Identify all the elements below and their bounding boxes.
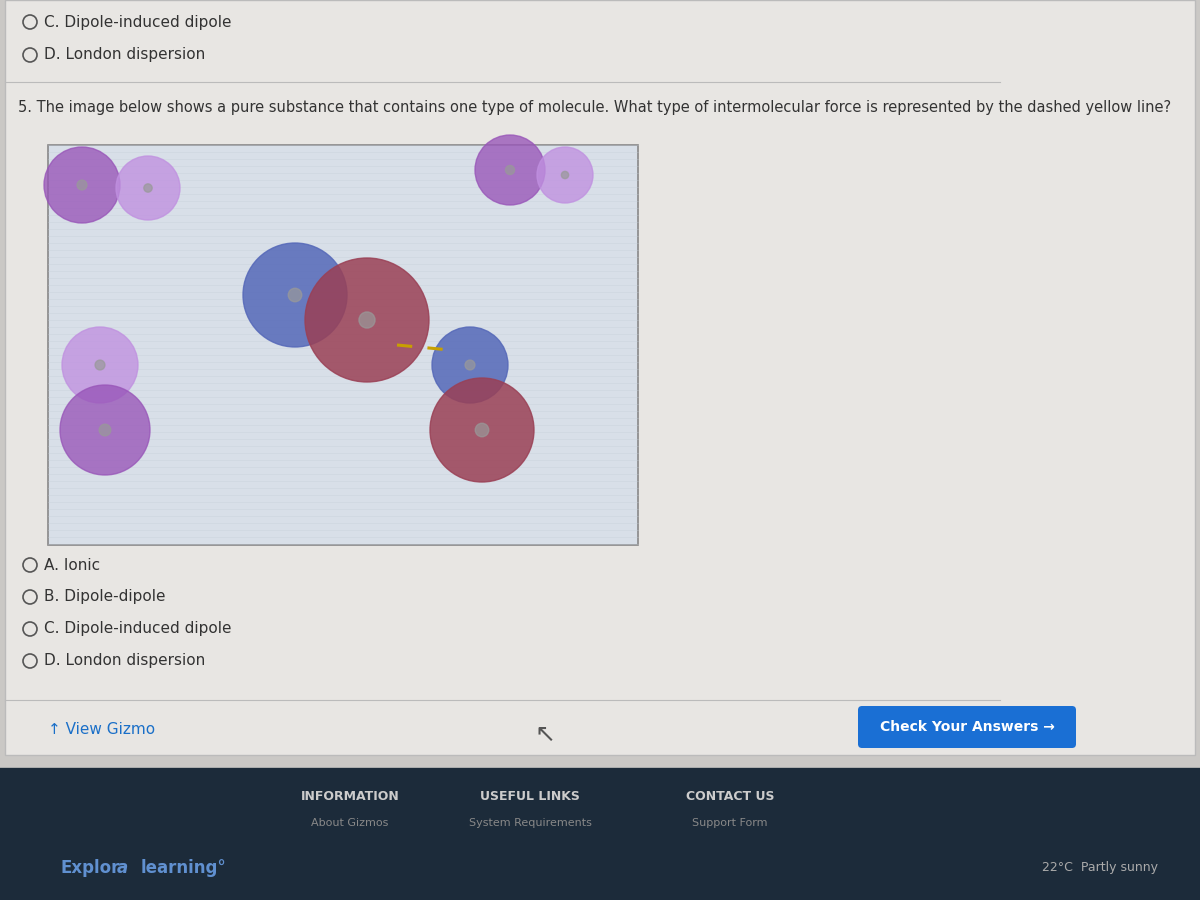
FancyBboxPatch shape (0, 768, 1200, 900)
Circle shape (305, 258, 430, 382)
Circle shape (242, 243, 347, 347)
Circle shape (60, 385, 150, 475)
Circle shape (144, 184, 152, 193)
Text: a: a (116, 859, 127, 877)
Circle shape (116, 156, 180, 220)
Text: 5. The image below shows a pure substance that contains one type of molecule. Wh: 5. The image below shows a pure substanc… (18, 100, 1171, 115)
Circle shape (77, 180, 86, 190)
Text: C. Dipole-induced dipole: C. Dipole-induced dipole (44, 14, 232, 30)
FancyBboxPatch shape (5, 0, 1195, 755)
Circle shape (538, 147, 593, 203)
Circle shape (62, 327, 138, 403)
Text: 22°C  Partly sunny: 22°C Partly sunny (1042, 861, 1158, 875)
Circle shape (288, 288, 301, 302)
FancyBboxPatch shape (48, 145, 638, 545)
Circle shape (562, 171, 569, 178)
Text: C. Dipole-induced dipole: C. Dipole-induced dipole (44, 622, 232, 636)
Circle shape (466, 360, 475, 370)
Text: Explor: Explor (60, 859, 120, 877)
Circle shape (432, 327, 508, 403)
Text: ↑ View Gizmo: ↑ View Gizmo (48, 723, 155, 737)
Text: USEFUL LINKS: USEFUL LINKS (480, 789, 580, 803)
Circle shape (359, 312, 376, 328)
Text: learning°: learning° (140, 859, 226, 877)
FancyBboxPatch shape (858, 706, 1076, 748)
Circle shape (430, 378, 534, 482)
Text: Support Form: Support Form (692, 818, 768, 828)
Text: D. London dispersion: D. London dispersion (44, 653, 205, 669)
Text: About Gizmos: About Gizmos (311, 818, 389, 828)
Text: INFORMATION: INFORMATION (301, 789, 400, 803)
Circle shape (100, 424, 110, 436)
Text: ↖: ↖ (535, 723, 556, 747)
Circle shape (505, 166, 515, 175)
Text: D. London dispersion: D. London dispersion (44, 48, 205, 62)
Text: B. Dipole-dipole: B. Dipole-dipole (44, 590, 166, 605)
Text: Check Your Answers →: Check Your Answers → (880, 720, 1055, 734)
Circle shape (475, 423, 488, 436)
Circle shape (475, 135, 545, 205)
Text: CONTACT US: CONTACT US (685, 789, 774, 803)
Text: A. Ionic: A. Ionic (44, 557, 100, 572)
Circle shape (95, 360, 104, 370)
Text: System Requirements: System Requirements (468, 818, 592, 828)
Circle shape (44, 147, 120, 223)
